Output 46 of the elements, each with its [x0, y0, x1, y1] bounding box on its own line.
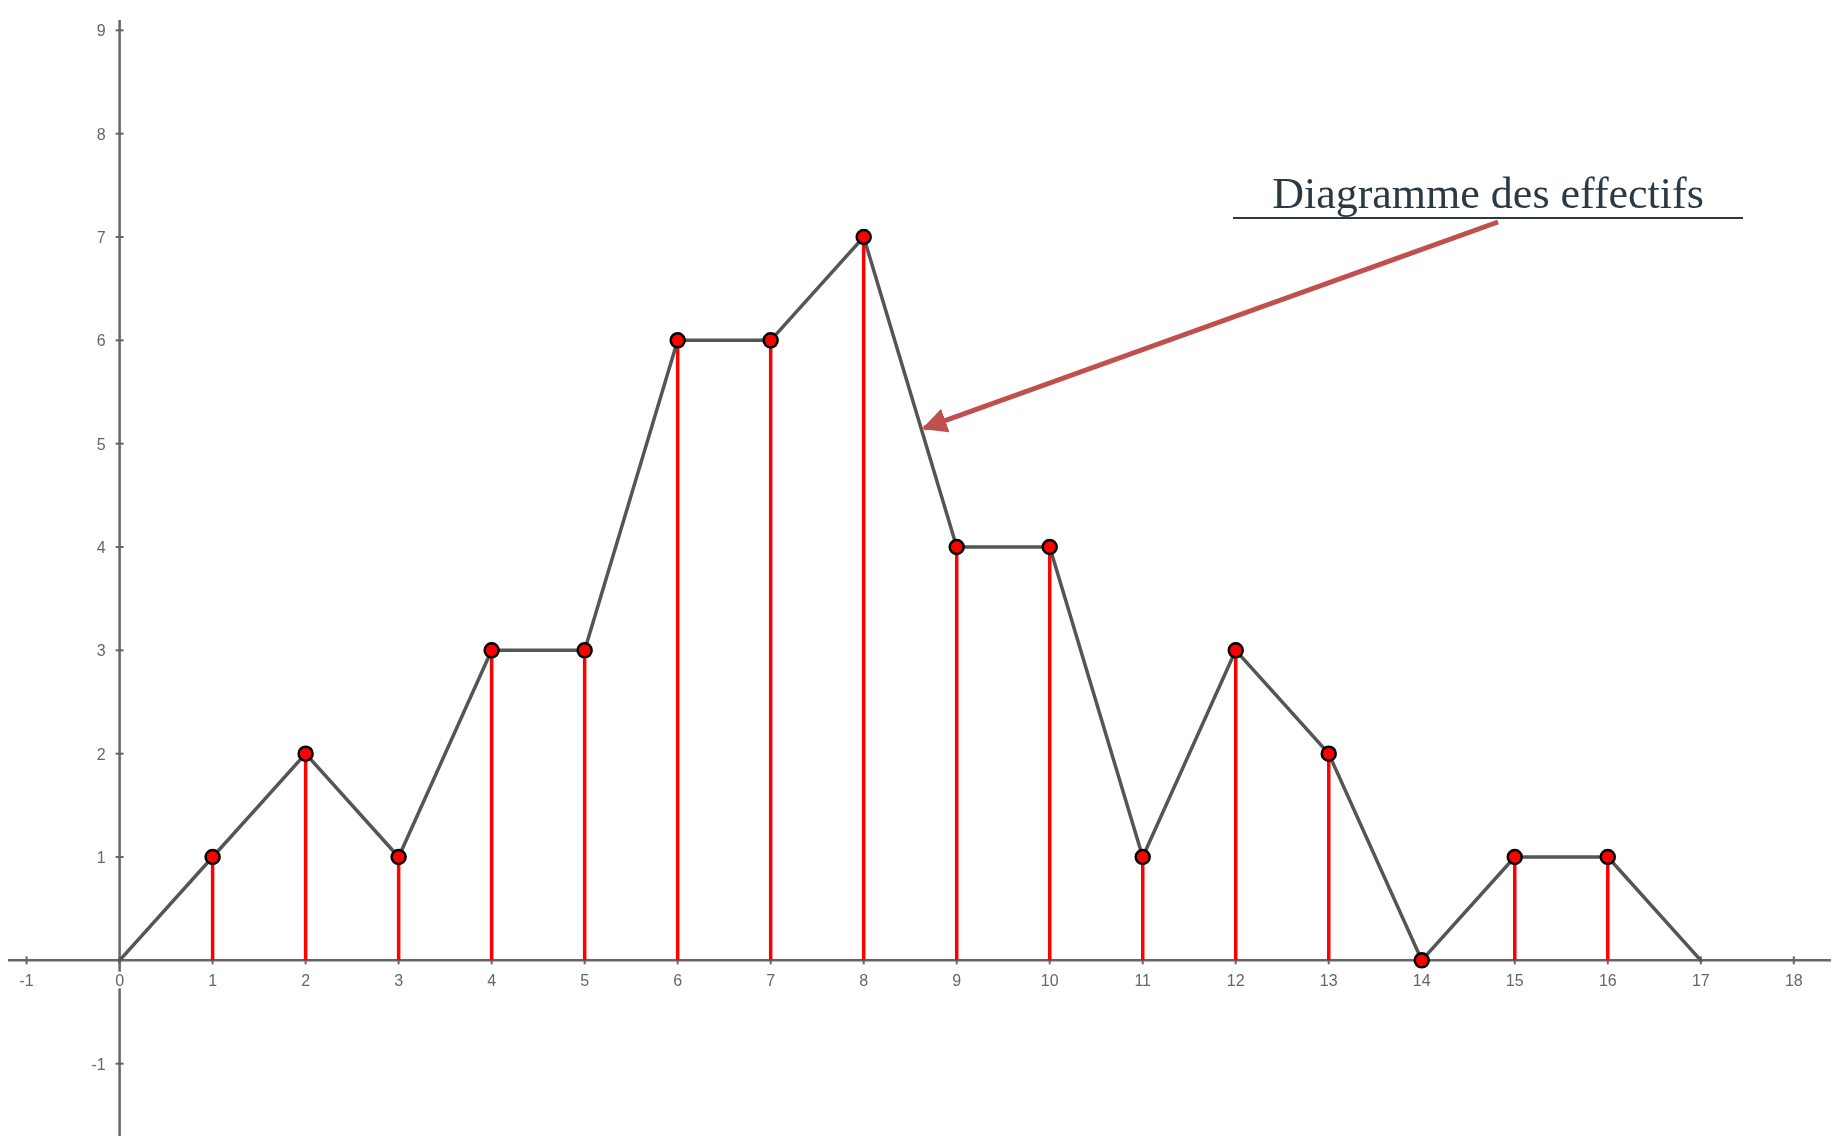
point: [483, 642, 500, 659]
x-tick-label: 3: [394, 972, 404, 990]
x-tick-label: 9: [952, 972, 962, 990]
y-tick-label: -1: [91, 1055, 106, 1073]
point: [1599, 848, 1617, 866]
y-tick-label: 6: [96, 332, 106, 350]
point: [669, 332, 686, 349]
point: [576, 642, 593, 659]
x-tick-label: 4: [487, 972, 497, 990]
x-tick-label: 2: [301, 972, 311, 990]
x-tick-label: 7: [766, 972, 776, 990]
y-tick-label: 5: [96, 435, 106, 453]
point: [1506, 848, 1524, 866]
x-tick-label: 11: [1134, 972, 1152, 990]
point: [297, 745, 314, 762]
x-tick-label: 10: [1040, 972, 1059, 990]
x-tick-label: 8: [859, 972, 869, 990]
point: [1413, 952, 1431, 969]
x-tick-label: 1: [208, 972, 218, 990]
x-tick-label: 13: [1319, 972, 1338, 990]
x-tick-label: 16: [1598, 972, 1617, 990]
point: [1320, 745, 1337, 762]
x-tick-label: 12: [1226, 972, 1245, 990]
y-tick-label: 9: [96, 22, 106, 40]
x-tick-label: 5: [580, 972, 590, 990]
point: [948, 538, 965, 556]
y-tick-label: 4: [96, 539, 106, 556]
point: [1134, 848, 1151, 866]
x-tick-label: 15: [1505, 972, 1524, 990]
point: [390, 848, 407, 866]
point: [1227, 642, 1244, 659]
x-tick-label: 14: [1412, 972, 1431, 990]
x-tick-label: 18: [1784, 972, 1803, 990]
y-tick-label: 3: [96, 642, 106, 660]
x-tick-label: -1: [19, 972, 34, 990]
y-tick-label: 2: [96, 745, 106, 763]
annotation: Diagramme des effectifs: [1272, 169, 1704, 218]
point: [762, 332, 779, 349]
x-tick-label: 6: [673, 972, 683, 990]
y-tick-label: 7: [96, 229, 106, 246]
y-tick-label: 1: [96, 849, 106, 866]
point: [855, 228, 872, 246]
point: [1041, 538, 1058, 556]
y-tick-label: 8: [96, 125, 106, 143]
point: [204, 848, 221, 866]
x-tick-label: 17: [1691, 972, 1710, 990]
